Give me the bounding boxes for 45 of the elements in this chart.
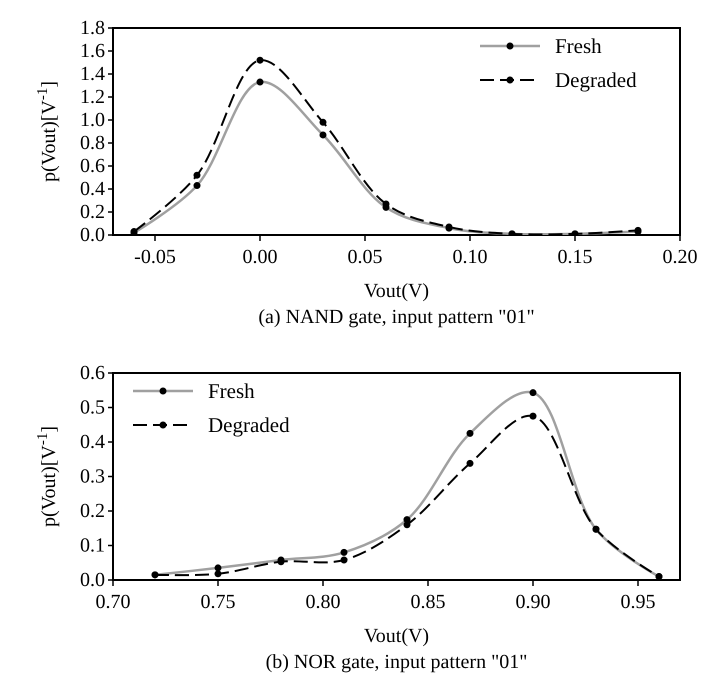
y-tick-label: 0.2 (80, 201, 105, 223)
y-tick-label: 0.8 (80, 132, 105, 154)
y-tick-label: 1.0 (80, 109, 105, 131)
y-tick-label: 0.0 (80, 224, 105, 246)
x-tick-label: 0.10 (452, 246, 488, 268)
legend-label: Fresh (555, 34, 602, 58)
x-tick-label: 0.15 (558, 246, 592, 268)
x-tick-label: 0.75 (200, 591, 236, 613)
y-tick-label: 0.3 (80, 466, 105, 488)
point (320, 118, 326, 126)
text: (a) NAND gate, input pattern "01" (258, 306, 535, 328)
x-tick-label: 0.85 (410, 591, 446, 613)
text: (b) NOR gate, input pattern "01" (266, 651, 528, 673)
y-tick-label: 1.8 (80, 17, 105, 39)
y-tick-label: 1.6 (80, 40, 105, 62)
x-tick-label: 0.20 (662, 246, 698, 268)
point (530, 412, 536, 420)
point (404, 521, 410, 528)
x-tick-label: 0.90 (516, 591, 550, 613)
x-tick-label: -0.05 (134, 246, 176, 268)
legend-label: Degraded (208, 413, 290, 437)
y-tick-label: 1.2 (80, 86, 105, 108)
point (194, 172, 200, 179)
x-tick-label: 0.80 (306, 591, 340, 613)
y-tick-label: 0.2 (80, 500, 105, 522)
x-tick-label: 0.95 (620, 591, 656, 613)
y-tick-label: 0.4 (80, 431, 105, 453)
x-tick-label: 0.70 (96, 591, 130, 613)
point (340, 556, 348, 564)
x-tick-label: 0.05 (348, 246, 382, 268)
y-tick-label: 0.5 (80, 396, 105, 418)
x-axis-title: Vout(V) (364, 625, 430, 647)
y-tick-label: 1.4 (80, 63, 105, 85)
x-tick-label: 0.00 (242, 246, 278, 268)
point (466, 460, 474, 467)
point (214, 570, 222, 578)
legend-label: Degraded (555, 68, 638, 92)
y-tick-label: 0.6 (80, 155, 105, 177)
y-tick-label: 0.4 (80, 178, 105, 200)
x-axis-title: Vout(V) (364, 280, 430, 302)
y-tick-label: 0.1 (80, 534, 105, 556)
legend-label: Fresh (208, 379, 256, 403)
y-tick-label: 0.6 (80, 362, 105, 384)
y-tick-label: 0.0 (80, 569, 105, 591)
point (256, 56, 264, 64)
